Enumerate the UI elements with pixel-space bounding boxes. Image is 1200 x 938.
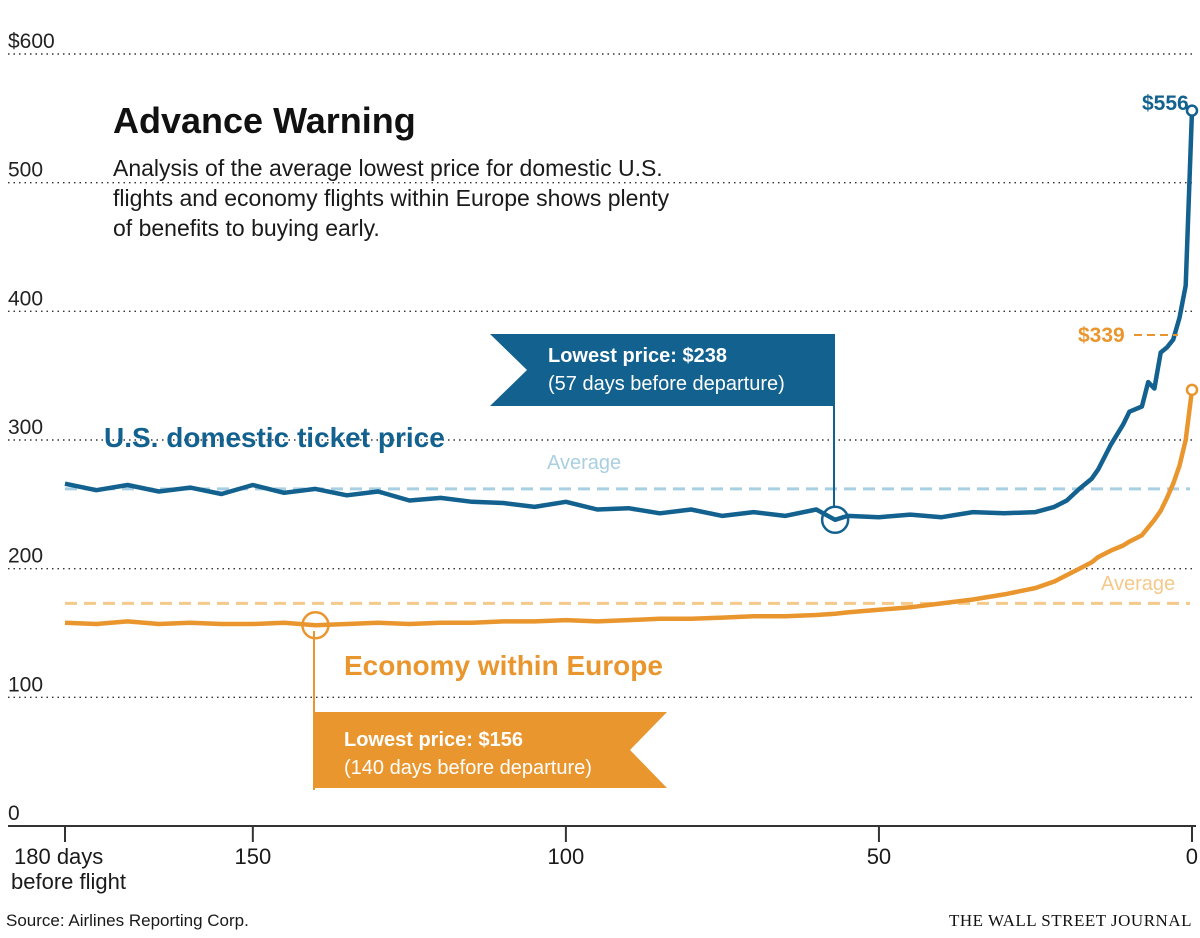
europe-lowest-price-callout: Lowest price: $156 (140 days before depa…	[301, 611, 667, 790]
europe-end-point-marker	[1185, 383, 1199, 397]
us-callout-line-2: (57 days before departure)	[548, 373, 785, 395]
x-axis-sublabel: before flight	[11, 869, 126, 894]
us-average-label: Average	[547, 452, 621, 474]
x-tick-label: 50	[867, 844, 891, 869]
us-domestic-series-label: U.S. domestic ticket price	[104, 422, 445, 453]
y-tick-label: 0	[8, 802, 20, 825]
publisher-wordmark: THE WALL STREET JOURNAL	[949, 911, 1192, 930]
us-callout-line-1: Lowest price: $238	[548, 345, 727, 367]
y-tick-label: 300	[8, 416, 43, 439]
us-end-point-marker	[1185, 104, 1199, 117]
us-lowest-price-callout: Lowest price: $238 (57 days before depar…	[490, 334, 850, 535]
europe-average-label: Average	[1101, 573, 1175, 595]
y-gridlines	[8, 53, 1196, 699]
europe-callout-line-2: (140 days before departure)	[344, 757, 592, 779]
subtitle-line-2: flights and economy flights within Europ…	[113, 185, 670, 211]
x-axis-ticks: 180 days 150 100 50 0	[14, 826, 1198, 869]
x-tick-label: 100	[548, 844, 585, 869]
x-tick-label: 0	[1186, 844, 1198, 869]
us-end-value-label: $556	[1142, 92, 1189, 115]
source-note: Source: Airlines Reporting Corp.	[6, 911, 249, 930]
us-callout-box	[490, 334, 834, 406]
y-tick-label: $600	[8, 30, 55, 53]
europe-series-label: Economy within Europe	[344, 650, 663, 681]
europe-callout-line-1: Lowest price: $156	[344, 729, 523, 751]
us-domestic-series-line	[64, 110, 1195, 523]
y-tick-label: 100	[8, 673, 43, 696]
europe-callout-box	[314, 712, 667, 788]
x-tick-label: 180 days	[14, 844, 103, 869]
europe-series-line	[64, 389, 1195, 628]
y-axis-ticks: $600 500 400 300 200 100 0	[8, 30, 55, 825]
europe-end-value-label: $339	[1078, 324, 1125, 347]
subtitle-line-1: Analysis of the average lowest price for…	[113, 155, 663, 181]
x-tick-label: 150	[234, 844, 271, 869]
us-lowest-point-marker	[820, 505, 850, 535]
y-tick-label: 400	[8, 287, 43, 310]
y-tick-label: 500	[8, 159, 43, 182]
europe-lowest-point-marker	[301, 611, 330, 640]
chart-title: Advance Warning	[113, 100, 416, 141]
subtitle-line-3: of benefits to buying early.	[113, 215, 380, 241]
y-tick-label: 200	[8, 545, 43, 568]
